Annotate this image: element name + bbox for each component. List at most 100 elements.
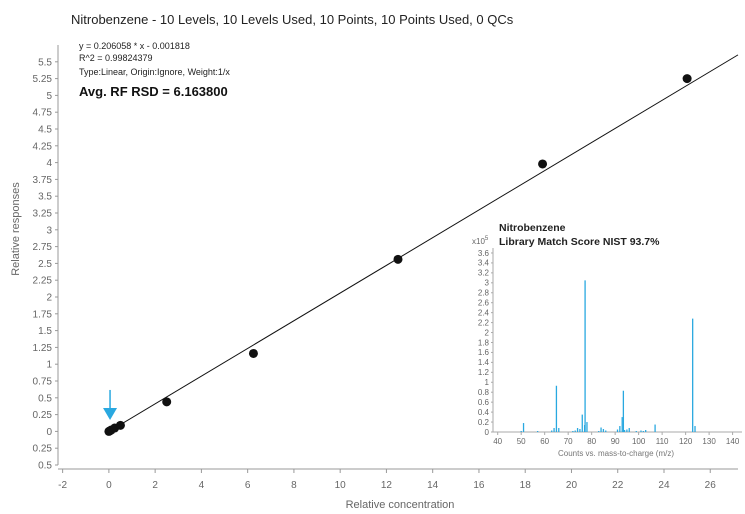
inset-y-tick-label: 0 xyxy=(485,428,490,437)
y-tick-label: 4 xyxy=(46,158,52,169)
x-axis-label: Relative concentration xyxy=(346,499,455,511)
x-axis-ticks: -2 0 2 4 6 8 10 12 14 16 18 20 22 24 26 xyxy=(58,469,716,491)
low-point-arrow xyxy=(103,389,118,420)
x-tick-label: 4 xyxy=(199,480,205,491)
x-tick-label: 16 xyxy=(473,480,485,491)
x-tick-label: 2 xyxy=(152,480,158,491)
x-tick-label: 6 xyxy=(245,480,251,491)
x-tick-label: 18 xyxy=(520,480,532,491)
data-point xyxy=(393,254,403,264)
inset-y-tick-label: 1.8 xyxy=(478,338,490,347)
inset-axes: 00.20.40.60.811.21.41.61.822.22.42.62.83… xyxy=(478,248,742,446)
inset-y-scale-base: x10 xyxy=(472,237,485,246)
inset-y-tick-label: 1.2 xyxy=(478,368,490,377)
inset-y-tick-label: 2.6 xyxy=(478,299,490,308)
data-point xyxy=(115,420,125,430)
inset-x-tick-label: 100 xyxy=(632,437,646,446)
inset-y-tick-label: 0.2 xyxy=(478,418,490,427)
x-tick-label: -2 xyxy=(58,480,67,491)
inset-x-tick-label: 130 xyxy=(702,437,716,446)
y-tick-label: 4.75 xyxy=(33,108,53,119)
x-tick-label: 0 xyxy=(106,480,112,491)
inset-x-tick-label: 90 xyxy=(611,437,620,446)
y-tick-label: 3.25 xyxy=(33,209,53,220)
fit-line-layer xyxy=(108,54,739,432)
equation-annotation: y = 0.206058 * x - 0.001818 xyxy=(79,41,190,51)
inset-x-axis-label: Counts vs. mass-to-charge (m/z) xyxy=(558,449,674,458)
inset-title-match-score: Library Match Score NIST 93.7% xyxy=(499,236,660,248)
y-tick-label: 1 xyxy=(46,360,52,371)
y-tick-label: 3.5 xyxy=(38,192,52,203)
inset-y-scale-exponent: 5 xyxy=(485,236,489,242)
inset-y-tick-label: 1 xyxy=(485,378,490,387)
y-tick-label: 0.25 xyxy=(33,410,53,421)
inset-x-tick-label: 50 xyxy=(517,437,526,446)
x-tick-label: 10 xyxy=(335,480,347,491)
x-tick-label: 12 xyxy=(381,480,393,491)
inset-title-compound: Nitrobenzene xyxy=(499,222,566,234)
y-tick-label: 5.25 xyxy=(33,74,53,85)
inset-x-tick-label: 110 xyxy=(656,437,669,446)
inset-y-tick-label: 1.6 xyxy=(478,348,490,357)
y-tick-label: 0.5 xyxy=(38,461,52,472)
y-tick-label: 3 xyxy=(46,225,52,236)
inset-x-tick-label: 60 xyxy=(540,437,549,446)
y-tick-label: 0.75 xyxy=(33,377,53,388)
inset-x-tick-label: 140 xyxy=(726,437,740,446)
inset-y-tick-label: 0.6 xyxy=(478,398,490,407)
mass-spectrum-inset: Nitrobenzene Library Match Score NIST 93… xyxy=(472,222,742,458)
x-tick-label: 22 xyxy=(612,480,624,491)
inset-y-tick-label: 1.4 xyxy=(478,358,490,367)
y-tick-label: 0.5 xyxy=(38,393,52,404)
inset-y-tick-label: 2.4 xyxy=(478,308,490,317)
x-tick-label: 24 xyxy=(658,480,670,491)
inset-y-tick-label: 3.4 xyxy=(478,259,490,268)
y-tick-label: 5 xyxy=(46,91,52,102)
chart-title: Nitrobenzene - 10 Levels, 10 Levels Used… xyxy=(71,12,514,27)
inset-y-tick-label: 3.6 xyxy=(478,249,490,258)
y-axis-label: Relative responses xyxy=(10,182,22,276)
inset-peaks xyxy=(520,280,696,432)
inset-x-tick-label: 80 xyxy=(587,437,596,446)
y-tick-label: 4.25 xyxy=(33,141,53,152)
y-tick-label: 2.75 xyxy=(33,242,53,253)
inset-y-tick-label: 2.2 xyxy=(478,318,490,327)
r-squared-annotation: R^2 = 0.99824379 xyxy=(79,53,153,63)
x-tick-label: 8 xyxy=(291,480,297,491)
inset-y-tick-label: 0.8 xyxy=(478,388,490,397)
inset-y-tick-label: 2 xyxy=(485,328,490,337)
inset-x-tick-label: 70 xyxy=(564,437,573,446)
arrow-head xyxy=(103,407,118,420)
data-point xyxy=(538,159,548,169)
inset-y-tick-label: 3 xyxy=(485,279,490,288)
y-tick-label: 2.5 xyxy=(38,259,52,270)
y-tick-label: 1.25 xyxy=(33,343,53,354)
y-tick-label: 4.5 xyxy=(38,125,52,136)
data-point xyxy=(248,348,258,358)
inset-x-tick-label: 120 xyxy=(679,437,693,446)
x-tick-label: 20 xyxy=(566,480,578,491)
inset-y-tick-label: 0.4 xyxy=(478,408,490,417)
fit-line xyxy=(108,54,739,432)
fit-type-annotation: Type:Linear, Origin:Ignore, Weight:1/x xyxy=(79,67,230,77)
inset-y-tick-label: 3.2 xyxy=(478,269,490,278)
y-tick-label: 1.75 xyxy=(33,309,53,320)
inset-x-tick-label: 40 xyxy=(493,437,502,446)
y-tick-label: 0.25 xyxy=(33,444,53,455)
y-tick-label: 2 xyxy=(46,293,52,304)
y-tick-label: 1.5 xyxy=(38,326,52,337)
x-tick-label: 14 xyxy=(427,480,439,491)
y-tick-label: 5.5 xyxy=(38,57,52,68)
data-point xyxy=(162,397,172,407)
inset-y-tick-label: 2.8 xyxy=(478,289,490,298)
data-points-layer xyxy=(104,74,692,436)
x-tick-label: 26 xyxy=(705,480,717,491)
y-tick-label: 0 xyxy=(46,427,52,438)
data-point xyxy=(682,74,692,84)
y-axis-ticks: 5.5 5.25 5 4.75 4.5 4.25 4 3.75 3.5 3.25 3 2.75 2.5 2… xyxy=(33,57,58,472)
inset-y-scale-label: x105 xyxy=(472,236,489,246)
y-tick-label: 3.75 xyxy=(33,175,53,186)
y-tick-label: 2.25 xyxy=(33,276,53,287)
main-axes xyxy=(57,45,738,470)
